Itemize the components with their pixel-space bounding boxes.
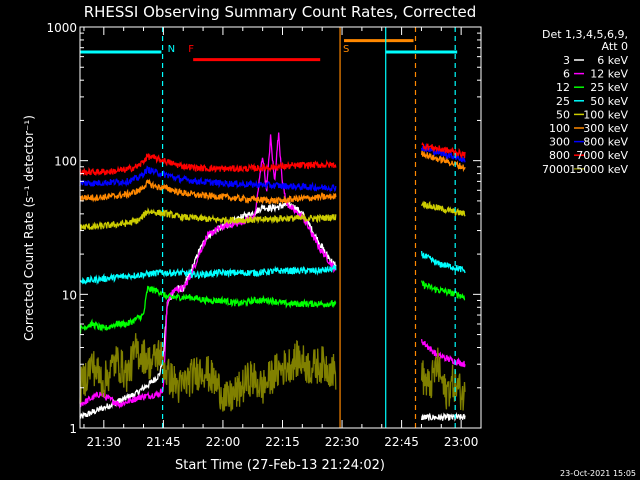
legend-label-high-8: 15000 keV xyxy=(569,163,628,176)
legend-label-low-6: 300 xyxy=(549,136,570,149)
x-tick-label-4: 22:30 xyxy=(325,435,360,449)
series-line-7 xyxy=(79,141,466,176)
legend-label-low-1: 6 xyxy=(563,68,570,81)
legend-label-low-2: 12 xyxy=(556,81,570,94)
legend-label-high-0: 6 keV xyxy=(597,54,628,67)
y-tick-label-0: 1 xyxy=(69,422,77,436)
legend: Det 1,3,4,5,6,9,Att 0 3 6 keV 6 12 keV 12 25 k… xyxy=(542,28,629,176)
legend-header-1: Att 0 xyxy=(602,40,628,53)
series-line-8 xyxy=(79,333,466,412)
series-line-1 xyxy=(79,132,466,410)
legend-label-high-1: 12 keV xyxy=(590,68,628,81)
series-line-6 xyxy=(79,143,466,193)
annotation-label-2: S xyxy=(343,44,349,55)
legend-label-low-7: 800 xyxy=(549,149,570,162)
x-axis-label: Start Time (27-Feb-13 21:24:02) xyxy=(175,458,385,473)
series-line-3 xyxy=(79,251,466,286)
x-tick-label-3: 22:15 xyxy=(265,435,300,449)
x-tick-label-0: 21:30 xyxy=(87,435,122,449)
x-tick-label-5: 22:45 xyxy=(384,435,419,449)
series-line-2 xyxy=(79,280,466,335)
series-line-5 xyxy=(79,150,466,205)
annotation-label-0: N xyxy=(168,44,175,55)
legend-header-0: Det 1,3,4,5,6,9, xyxy=(542,28,628,41)
series-line-4 xyxy=(79,200,466,231)
x-tick-label-1: 21:45 xyxy=(146,435,181,449)
legend-label-high-2: 25 keV xyxy=(590,81,628,94)
legend-label-high-6: 800 keV xyxy=(583,136,628,149)
legend-label-low-3: 25 xyxy=(556,95,570,108)
y-axis-label: Corrected Count Rate (s⁻¹ detector⁻¹) xyxy=(22,115,36,341)
legend-label-high-3: 50 keV xyxy=(590,95,628,108)
legend-label-high-5: 300 keV xyxy=(583,122,628,135)
x-tick-label-6: 23:00 xyxy=(444,435,479,449)
legend-label-low-5: 100 xyxy=(549,122,570,135)
annotation-label-1: F xyxy=(188,44,194,55)
timestamp: 23-Oct-2021 15:05 xyxy=(560,469,636,478)
y-tick-label-2: 100 xyxy=(54,155,77,169)
y-tick-label-1: 10 xyxy=(62,288,77,302)
legend-label-low-0: 3 xyxy=(563,54,570,67)
legend-label-low-8: 7000 xyxy=(542,163,570,176)
legend-label-low-4: 50 xyxy=(556,108,570,121)
x-tick-label-2: 22:00 xyxy=(206,435,241,449)
y-tick-label-3: 1000 xyxy=(46,21,77,35)
legend-label-high-4: 100 keV xyxy=(583,108,628,121)
legend-label-high-7: 7000 keV xyxy=(576,149,628,162)
chart-title: RHESSI Observing Summary Count Rates, Co… xyxy=(84,3,477,21)
plot-frame xyxy=(79,26,482,429)
plot-area: N F S 21:30 21:45 22:00 22:15 22:30 22:45 23:00 1 1… xyxy=(46,21,482,449)
